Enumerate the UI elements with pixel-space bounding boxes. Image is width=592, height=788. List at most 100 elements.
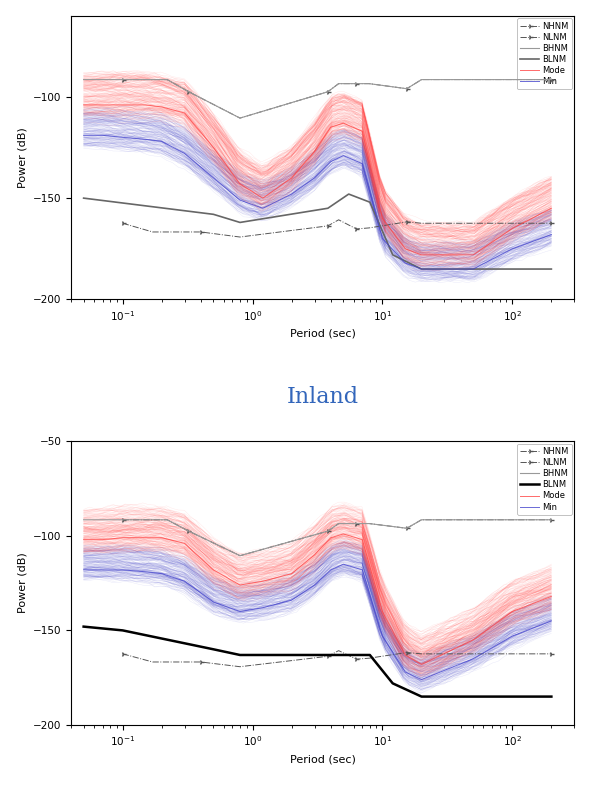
- BHNM: [163, 75, 170, 84]
- Min: [418, 264, 425, 273]
- NHNM: [548, 75, 555, 84]
- Line: BLNM: BLNM: [83, 194, 551, 269]
- Min: [119, 132, 126, 142]
- BLNM: [210, 645, 217, 654]
- NLNM: [335, 215, 342, 225]
- Min: [210, 173, 217, 183]
- NHNM: [236, 551, 243, 560]
- Min: [402, 258, 409, 268]
- BLNM: [418, 264, 425, 273]
- BHNM: [335, 519, 342, 528]
- BHNM: [366, 79, 373, 88]
- BHNM: [548, 75, 555, 84]
- Legend: NHNM, NLNM, BHNM, BLNM, Mode, Min: NHNM, NLNM, BHNM, BLNM, Mode, Min: [517, 444, 572, 515]
- Line: NLNM: NLNM: [120, 217, 554, 240]
- NLNM: [335, 646, 342, 656]
- NLNM: [119, 218, 126, 228]
- Line: Mode: Mode: [83, 105, 551, 255]
- BLNM: [418, 692, 425, 701]
- Min: [359, 159, 366, 169]
- X-axis label: Period (sec): Period (sec): [289, 754, 356, 764]
- NHNM: [353, 519, 360, 528]
- NLNM: [366, 223, 373, 232]
- Min: [142, 135, 149, 144]
- NLNM: [236, 662, 243, 671]
- Y-axis label: Power (dB): Power (dB): [17, 552, 27, 614]
- BLNM: [389, 678, 396, 688]
- NLNM: [418, 649, 425, 659]
- Min: [469, 654, 477, 663]
- NLNM: [149, 657, 156, 667]
- NHNM: [335, 79, 342, 88]
- Line: NLNM: NLNM: [120, 648, 554, 670]
- BLNM: [324, 650, 332, 660]
- Min: [259, 603, 266, 612]
- Min: [80, 565, 87, 574]
- BHNM: [418, 515, 425, 525]
- Mode: [288, 569, 295, 578]
- BHNM: [403, 523, 410, 533]
- Mode: [142, 533, 149, 542]
- BHNM: [185, 526, 192, 536]
- Mode: [181, 539, 188, 548]
- NHNM: [366, 519, 373, 528]
- Line: NHNM: NHNM: [120, 76, 554, 121]
- NHNM: [403, 523, 410, 533]
- Line: BHNM: BHNM: [83, 80, 551, 118]
- Mode: [548, 592, 555, 601]
- Mode: [80, 100, 87, 110]
- Mode: [236, 580, 243, 589]
- BLNM: [236, 650, 243, 660]
- BLNM: [548, 264, 555, 273]
- Min: [80, 131, 87, 140]
- Y-axis label: Power (dB): Power (dB): [17, 127, 27, 188]
- X-axis label: Period (sec): Period (sec): [289, 329, 356, 339]
- Mode: [379, 607, 386, 616]
- BHNM: [119, 515, 126, 525]
- Mode: [158, 533, 165, 542]
- Min: [288, 189, 295, 199]
- Line: Mode: Mode: [83, 534, 551, 664]
- NLNM: [403, 217, 410, 227]
- NLNM: [353, 225, 360, 234]
- Mode: [259, 577, 266, 586]
- Mode: [99, 100, 106, 110]
- NLNM: [366, 653, 373, 663]
- Mode: [359, 127, 366, 136]
- BHNM: [236, 551, 243, 560]
- Mode: [119, 533, 126, 542]
- NLNM: [324, 221, 332, 231]
- Line: Min: Min: [83, 136, 551, 269]
- Min: [288, 596, 295, 605]
- NHNM: [418, 515, 425, 525]
- Min: [236, 607, 243, 616]
- Min: [99, 565, 106, 574]
- NLNM: [119, 649, 126, 659]
- NHNM: [163, 515, 170, 525]
- Mode: [340, 530, 347, 539]
- Min: [181, 149, 188, 158]
- NHNM: [418, 75, 425, 84]
- Mode: [210, 565, 217, 574]
- Min: [119, 565, 126, 574]
- Min: [379, 631, 386, 641]
- NLNM: [149, 227, 156, 236]
- Mode: [119, 100, 126, 110]
- Min: [181, 577, 188, 586]
- BHNM: [548, 515, 555, 525]
- NHNM: [119, 75, 126, 84]
- NHNM: [119, 515, 126, 525]
- BLNM: [80, 193, 87, 203]
- Mode: [359, 535, 366, 545]
- BHNM: [418, 75, 425, 84]
- Min: [509, 631, 516, 641]
- Mode: [379, 214, 386, 223]
- NLNM: [403, 648, 410, 657]
- Mode: [311, 147, 318, 156]
- Min: [236, 195, 243, 205]
- BHNM: [403, 84, 410, 94]
- Min: [142, 567, 149, 577]
- NLNM: [197, 227, 204, 236]
- NHNM: [403, 84, 410, 94]
- Line: Min: Min: [83, 564, 551, 679]
